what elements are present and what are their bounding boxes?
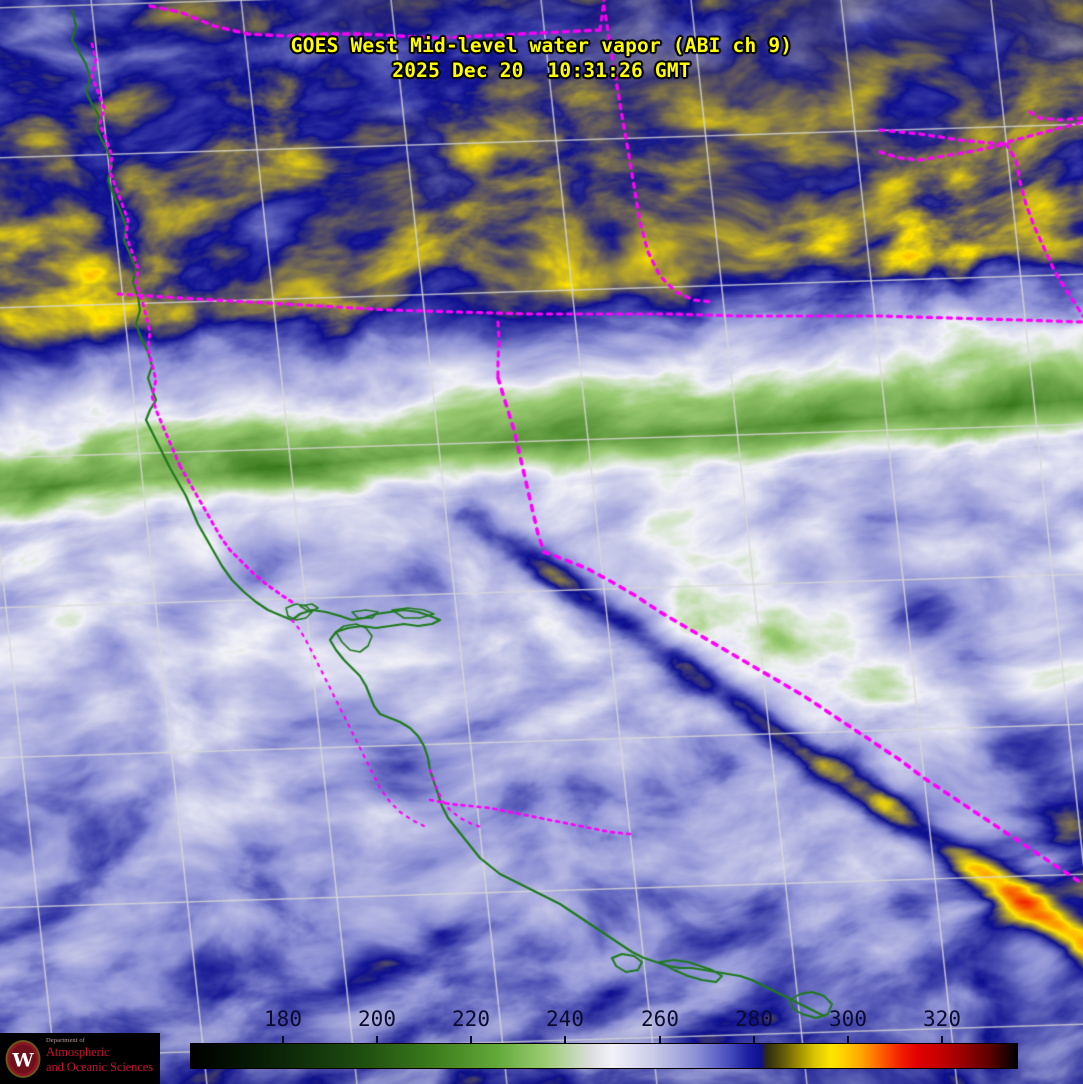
logo-name-line-2: and Oceanic Sciences xyxy=(46,1059,153,1074)
colorbar-tick-label: 300 xyxy=(829,1007,867,1031)
colorbar-tick-label: 240 xyxy=(546,1007,584,1031)
colorbar-tick-mark xyxy=(470,1036,472,1047)
uw-crest-icon: W xyxy=(5,1040,41,1078)
logo-name-line-1: Atmospheric xyxy=(46,1045,110,1059)
uw-aos-logo-text: Department of Atmospheric and Oceanic Sc… xyxy=(46,1037,158,1074)
colorbar-tick-label: 280 xyxy=(735,1007,773,1031)
uw-aos-logo: W Department of Atmospheric and Oceanic … xyxy=(0,1033,160,1084)
colorbar-tick-label: 320 xyxy=(923,1007,961,1031)
colorbar-tick-mark xyxy=(659,1036,661,1047)
colorbar: 180 200 220 240 260 280 300 320 xyxy=(0,1005,1083,1084)
colorbar-tick-labels: 180 200 220 240 260 280 300 320 xyxy=(0,1005,1083,1047)
svg-text:W: W xyxy=(11,1050,34,1072)
colorbar-tick-mark xyxy=(941,1036,943,1047)
colorbar-tick-label: 200 xyxy=(358,1007,396,1031)
colorbar-tick-label: 180 xyxy=(264,1007,302,1031)
logo-department-label: Department of xyxy=(46,1037,86,1044)
colorbar-tick-label: 260 xyxy=(641,1007,679,1031)
colorbar-tick-mark xyxy=(847,1036,849,1047)
colorbar-tick-mark xyxy=(376,1036,378,1047)
colorbar-tick-mark xyxy=(564,1036,566,1047)
colorbar-tick-mark xyxy=(753,1036,755,1047)
colorbar-tick-mark xyxy=(282,1036,284,1047)
colorbar-gradient-bar xyxy=(190,1043,1018,1069)
colorbar-tick-label: 220 xyxy=(452,1007,490,1031)
